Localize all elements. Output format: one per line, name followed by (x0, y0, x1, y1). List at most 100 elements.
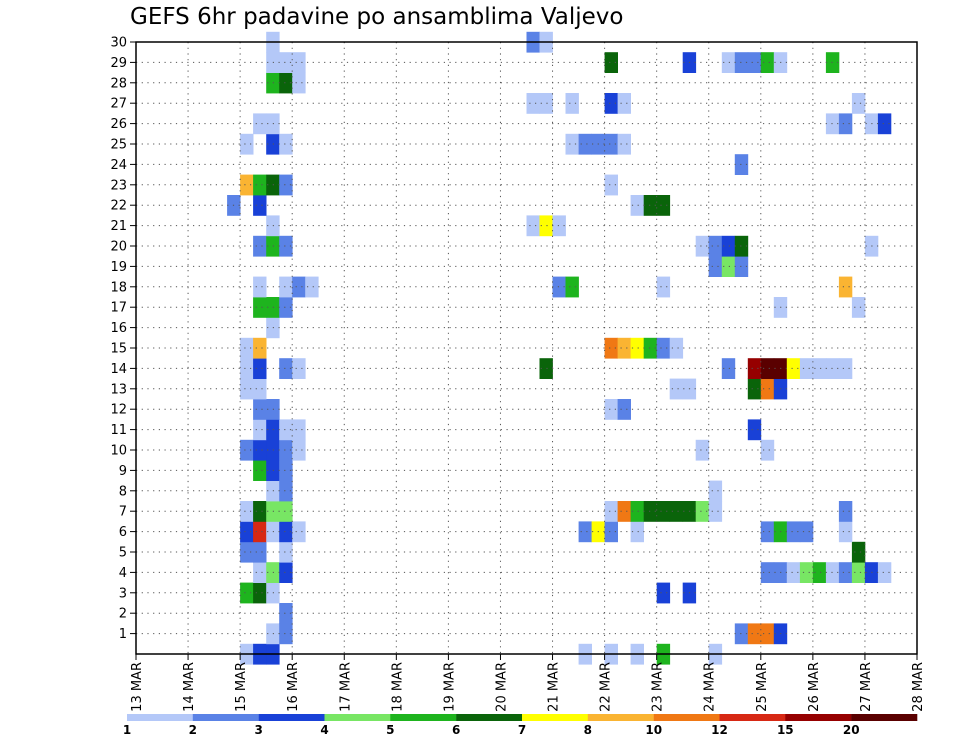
heatmap-cell (851, 562, 866, 583)
heatmap-cell (747, 419, 762, 441)
y-tick-label: 4 (119, 566, 127, 581)
heatmap-cell (604, 501, 618, 522)
y-tick-label: 7 (119, 505, 127, 520)
heatmap-cell (253, 378, 267, 400)
heatmap-cell (825, 358, 840, 379)
heatmap-cell (578, 133, 592, 155)
heatmap-cell (838, 501, 853, 522)
heatmap-cell (643, 501, 658, 522)
chart-title: GEFS 6hr padavine po ansamblima Valjevo (130, 4, 624, 30)
y-tick-label: 29 (110, 56, 127, 71)
heatmap-cell (292, 276, 306, 298)
heatmap-cell (526, 93, 540, 114)
heatmap-cell (721, 358, 736, 379)
heatmap-cell (604, 174, 618, 196)
heatmap-cell (708, 480, 723, 502)
heatmap-cell (656, 195, 671, 216)
heatmap-cell (838, 521, 853, 543)
y-tick-label: 11 (110, 423, 127, 438)
heatmap-cell (604, 337, 618, 359)
heatmap-cell (253, 562, 267, 583)
y-tick-label: 21 (110, 219, 127, 234)
colorbar-label: 7 (518, 723, 526, 737)
y-tick-label: 3 (119, 586, 127, 601)
colorbar: 1 2 3 4 5 6 7 8 10 12 15 20 (123, 714, 918, 737)
heatmap-cell (253, 521, 267, 543)
y-tick-label: 5 (119, 546, 127, 561)
y-tick-label: 16 (110, 321, 127, 336)
heatmap-cell (695, 439, 710, 461)
x-tick-label: 26 MAR (807, 662, 822, 712)
heatmap-cell (279, 439, 293, 461)
x-tick-label: 23 MAR (651, 662, 666, 712)
x-tick-label: 27 MAR (859, 662, 874, 712)
heatmap-cell (825, 562, 840, 583)
heatmap-cell (695, 235, 710, 257)
heatmap-cell (734, 256, 749, 277)
heatmap-cell (630, 337, 644, 359)
heatmap-cell (253, 235, 267, 257)
y-tick-label: 10 (110, 444, 127, 459)
x-tick-label: 14 MAR (182, 662, 197, 712)
heatmap-cell (604, 52, 618, 73)
y-tick-label: 9 (119, 464, 127, 479)
heatmap-cell (669, 378, 684, 400)
heatmap-cell (825, 113, 840, 135)
heatmap-cell (279, 501, 293, 522)
heatmap-cell (240, 358, 254, 379)
heatmap-cell (539, 93, 553, 114)
heatmap-cell (851, 541, 866, 563)
colorbar-segment (127, 714, 194, 721)
colorbar-segment (522, 714, 589, 721)
heatmap-cell (838, 358, 853, 379)
y-tick-label: 6 (119, 525, 127, 540)
heatmap-cell (240, 541, 254, 563)
heatmap-cell (786, 521, 801, 543)
heatmap-cell (279, 623, 293, 645)
heatmap-cell (721, 235, 736, 257)
heatmap-cell (838, 562, 853, 583)
heatmap-cell (812, 562, 827, 583)
x-tick-label: 25 MAR (755, 662, 770, 712)
heatmap-cell (786, 358, 801, 379)
heatmap-cell (253, 113, 267, 135)
heatmap-cell (565, 276, 579, 298)
heatmap-cell (240, 337, 254, 359)
heatmap-cell (708, 256, 723, 277)
heatmap-cell (253, 195, 267, 216)
heatmap-cell (240, 582, 254, 604)
heatmap-cell (279, 297, 293, 318)
colorbar-label: 2 (189, 723, 197, 737)
y-tick-label: 24 (110, 158, 127, 173)
colorbar-segment (324, 714, 391, 721)
heatmap-cell (799, 562, 814, 583)
heatmap-cell (760, 623, 775, 645)
heatmap-cell (617, 93, 631, 114)
heatmap-cell (305, 276, 319, 298)
y-tick-label: 18 (110, 280, 127, 295)
heatmap-cell (760, 52, 775, 73)
heatmap-cell (643, 195, 658, 216)
heatmap-cell (292, 358, 306, 379)
heatmap-cell (643, 337, 658, 359)
heatmap-cell (747, 623, 762, 645)
y-tick-label: 14 (110, 362, 127, 377)
heatmap-cell (279, 419, 293, 441)
heatmap-cell (279, 276, 293, 298)
heatmap-cell (279, 52, 293, 73)
heatmap-cell (240, 174, 254, 196)
heatmap-cell (240, 378, 254, 400)
heatmap-cell (240, 439, 254, 461)
heatmap-cell (565, 93, 579, 114)
heatmap-cell (253, 541, 267, 563)
x-tick-label: 24 MAR (703, 662, 718, 712)
x-tick-label: 28 MAR (911, 662, 926, 712)
plot-frame (135, 41, 918, 655)
heatmap-cell (604, 399, 618, 420)
y-axis-ticks: 1234567891011121314151617181920212223242… (110, 36, 136, 642)
y-tick-label: 27 (110, 97, 127, 112)
heatmap-cell (292, 439, 306, 461)
heatmap-cell (565, 133, 579, 155)
heatmap-cell (279, 235, 293, 257)
